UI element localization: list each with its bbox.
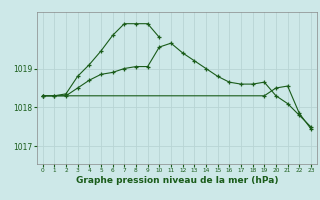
X-axis label: Graphe pression niveau de la mer (hPa): Graphe pression niveau de la mer (hPa) — [76, 176, 278, 185]
